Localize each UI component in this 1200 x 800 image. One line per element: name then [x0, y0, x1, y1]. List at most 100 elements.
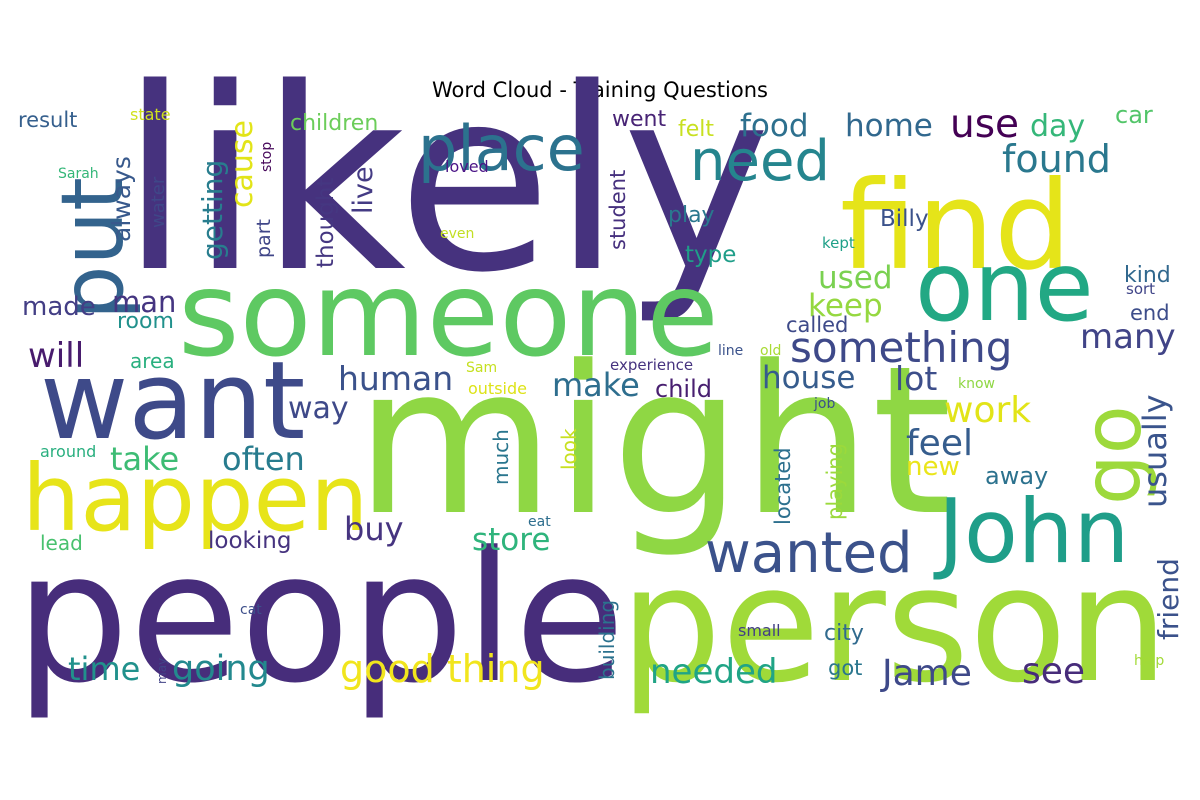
word-located: located — [771, 447, 795, 525]
word-looking: looking — [208, 528, 291, 554]
word-something: something — [790, 323, 1012, 372]
word-room: room — [117, 309, 174, 334]
word-sort: sort — [1126, 280, 1155, 298]
word-way: way — [288, 391, 349, 426]
word-jame: Jame — [880, 653, 972, 694]
word-sam: Sam — [466, 360, 497, 376]
word-man: man — [112, 285, 176, 319]
word-cloud-title: Word Cloud - Training Questions — [432, 78, 768, 102]
word-car: car — [1115, 101, 1153, 129]
word-buy: buy — [344, 510, 404, 548]
word-john: John — [933, 480, 1129, 583]
word-kept: kept — [822, 234, 855, 252]
word-find: find — [840, 155, 1072, 297]
word-need: need — [690, 129, 830, 194]
word-live: live — [348, 166, 379, 214]
word-end: end — [1130, 301, 1170, 325]
word-know: know — [958, 376, 995, 392]
word-time: time — [68, 650, 140, 688]
word-usually: usually — [1136, 394, 1174, 508]
word-feel: feel — [906, 423, 973, 464]
word-small: small — [738, 621, 781, 640]
word-around: around — [40, 442, 96, 461]
word-old: old — [760, 343, 781, 359]
word-often: often — [222, 440, 305, 478]
word-found: found — [1002, 137, 1111, 181]
word-away: away — [985, 462, 1048, 490]
word-line: line — [718, 343, 743, 359]
word-place: place — [418, 112, 585, 185]
word-wanted: wanted — [705, 521, 913, 586]
word-made: made — [22, 292, 96, 322]
word-one: one — [915, 231, 1094, 343]
word-will: will — [28, 336, 84, 376]
word-type: type — [685, 242, 736, 268]
word-good-thing: good thing — [340, 647, 545, 691]
word-got: got — [828, 656, 862, 680]
word-go: go — [1066, 405, 1159, 505]
word-someone: someone — [178, 245, 719, 383]
word-happen: happen — [22, 445, 368, 552]
word-work: work — [944, 390, 1031, 431]
word-playing: playing — [823, 443, 847, 520]
word-city: city — [824, 621, 864, 646]
word-use: use — [950, 102, 1019, 147]
word-child: child — [655, 375, 712, 403]
word-result: result — [18, 108, 77, 132]
word-help: help — [1134, 653, 1164, 669]
word-water: water — [148, 176, 169, 228]
word-lead: lead — [40, 531, 83, 555]
word-used: used — [818, 260, 893, 296]
word-area: area — [130, 349, 175, 373]
word-look: look — [557, 428, 581, 470]
word-called: called — [786, 313, 848, 337]
word-human: human — [338, 359, 453, 398]
word-experience: experience — [610, 356, 693, 374]
word-take: take — [110, 440, 179, 478]
word-kind: kind — [1124, 263, 1171, 288]
word-children: children — [290, 111, 378, 136]
word-person: person — [620, 531, 1168, 718]
word-keep: keep — [808, 288, 883, 324]
word-felt: felt — [678, 117, 714, 142]
word-stop: stop — [259, 142, 275, 172]
word-see: see — [1022, 651, 1085, 692]
word-even: even — [440, 226, 474, 242]
word-cause: cause — [225, 120, 260, 208]
word-play: play — [668, 203, 715, 228]
word-outside: outside — [468, 379, 527, 398]
word-state: state — [130, 105, 171, 124]
word-make: make — [552, 366, 640, 404]
word-building: building — [595, 600, 619, 680]
word-put: put — [43, 177, 143, 320]
word-going: going — [172, 649, 270, 689]
word-went: went — [612, 107, 666, 132]
word-lot: lot — [895, 359, 937, 398]
word-day: day — [1030, 109, 1085, 144]
word-new: new — [906, 452, 960, 482]
word-billy: Billy — [880, 206, 929, 232]
word-house: house — [762, 360, 855, 396]
word-job: job — [813, 396, 835, 412]
word-part: part — [253, 219, 275, 258]
word-people: people — [15, 514, 625, 723]
word-home: home — [845, 108, 933, 144]
word-loved: loved — [445, 157, 489, 176]
word-needed: needed — [650, 652, 777, 692]
word-want: want — [40, 339, 305, 464]
word-likely: likely — [120, 35, 771, 328]
word-many: many — [1080, 317, 1176, 357]
word-sarah: Sarah — [58, 166, 99, 182]
word-cat: cat — [240, 602, 262, 618]
word-always: always — [107, 156, 136, 242]
word-thought: thought — [313, 178, 339, 268]
word-student: student — [606, 170, 630, 250]
word-eat: eat — [528, 514, 551, 530]
word-friend: friend — [1152, 558, 1185, 640]
word-store: store — [472, 522, 550, 558]
word-might: might — [355, 323, 952, 561]
word-food: food — [740, 108, 809, 144]
word-may: may — [155, 658, 169, 684]
word-much: much — [489, 429, 513, 485]
